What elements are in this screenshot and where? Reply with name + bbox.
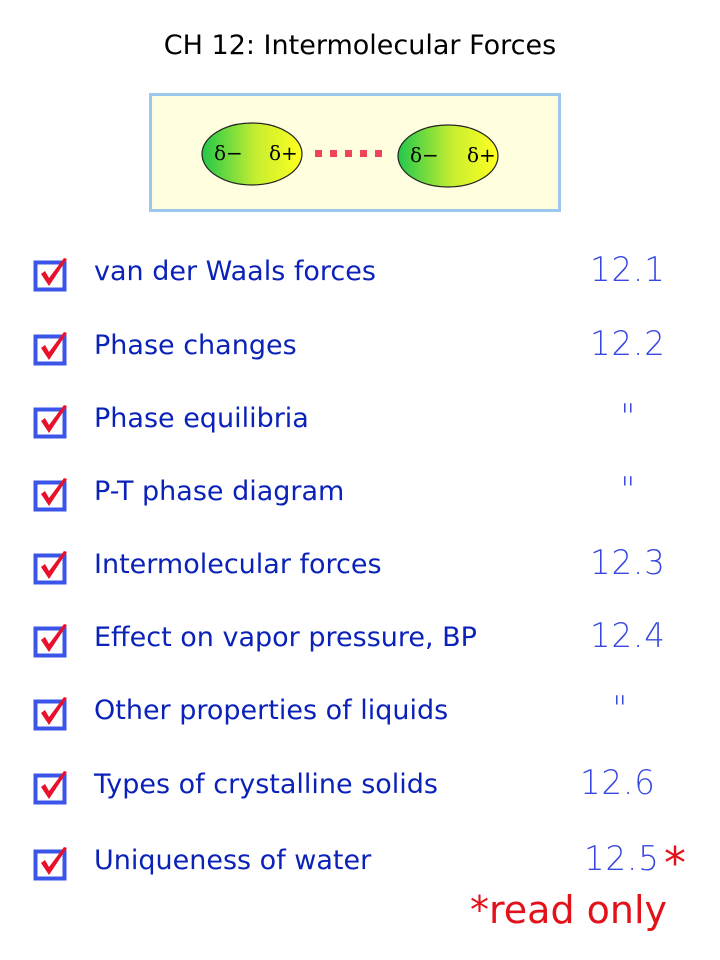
checkbox-checked-icon (33, 624, 67, 658)
checkbox-checked-icon (33, 551, 67, 585)
checkbox-checked-icon (33, 478, 67, 512)
topic-label: Effect on vapor pressure, BP (94, 622, 477, 653)
list-item: van der Waals forces (33, 254, 713, 294)
topic-label: Other properties of liquids (94, 695, 449, 726)
section-number: " (612, 689, 629, 729)
dipole-diagram: δ− δ+ δ− δ+ (149, 93, 561, 212)
asterisk-mark: * (664, 838, 686, 889)
topic-label: Intermolecular forces (94, 549, 382, 580)
section-number: " (620, 470, 637, 510)
list-item: Types of crystalline solids (33, 767, 713, 807)
section-number: 12.2 (589, 324, 666, 364)
checkbox-checked-icon (33, 847, 67, 881)
list-item: Uniqueness of water (33, 843, 713, 883)
checkbox-checked-icon (33, 258, 67, 292)
topic-label: Phase changes (94, 330, 297, 361)
partial-positive-label: δ+ (269, 141, 298, 165)
page-title: CH 12: Intermolecular Forces (163, 30, 557, 61)
section-number: 12.3 (589, 543, 666, 583)
partial-negative-label: δ− (410, 143, 439, 167)
topic-label: van der Waals forces (94, 256, 376, 287)
partial-negative-label: δ− (214, 141, 243, 165)
checkbox-checked-icon (33, 405, 67, 439)
list-item: Intermolecular forces (33, 547, 713, 587)
section-number: 12.6 (579, 763, 656, 803)
section-number: 12.1 (589, 250, 666, 290)
topic-label: Phase equilibria (94, 403, 309, 434)
checkbox-checked-icon (33, 771, 67, 805)
list-item: Phase changes (33, 328, 713, 368)
list-item: Phase equilibria (33, 401, 713, 441)
read-only-note: *read only (470, 888, 668, 932)
list-item: Other properties of liquids (33, 693, 713, 733)
list-item: Effect on vapor pressure, BP (33, 620, 713, 660)
topic-label: Types of crystalline solids (94, 769, 438, 800)
topic-label: P-T phase diagram (94, 476, 345, 507)
list-item: P-T phase diagram (33, 474, 713, 514)
molecule-left: δ− δ+ (201, 122, 303, 186)
section-number: " (620, 397, 637, 437)
dotted-attraction-line (315, 150, 382, 157)
checkbox-checked-icon (33, 697, 67, 731)
molecule-right: δ− δ+ (397, 124, 499, 188)
section-number: 12.5 (583, 839, 660, 879)
section-number: 12.4 (589, 616, 666, 656)
partial-positive-label: δ+ (467, 143, 496, 167)
topic-label: Uniqueness of water (94, 845, 372, 876)
checkbox-checked-icon (33, 332, 67, 366)
